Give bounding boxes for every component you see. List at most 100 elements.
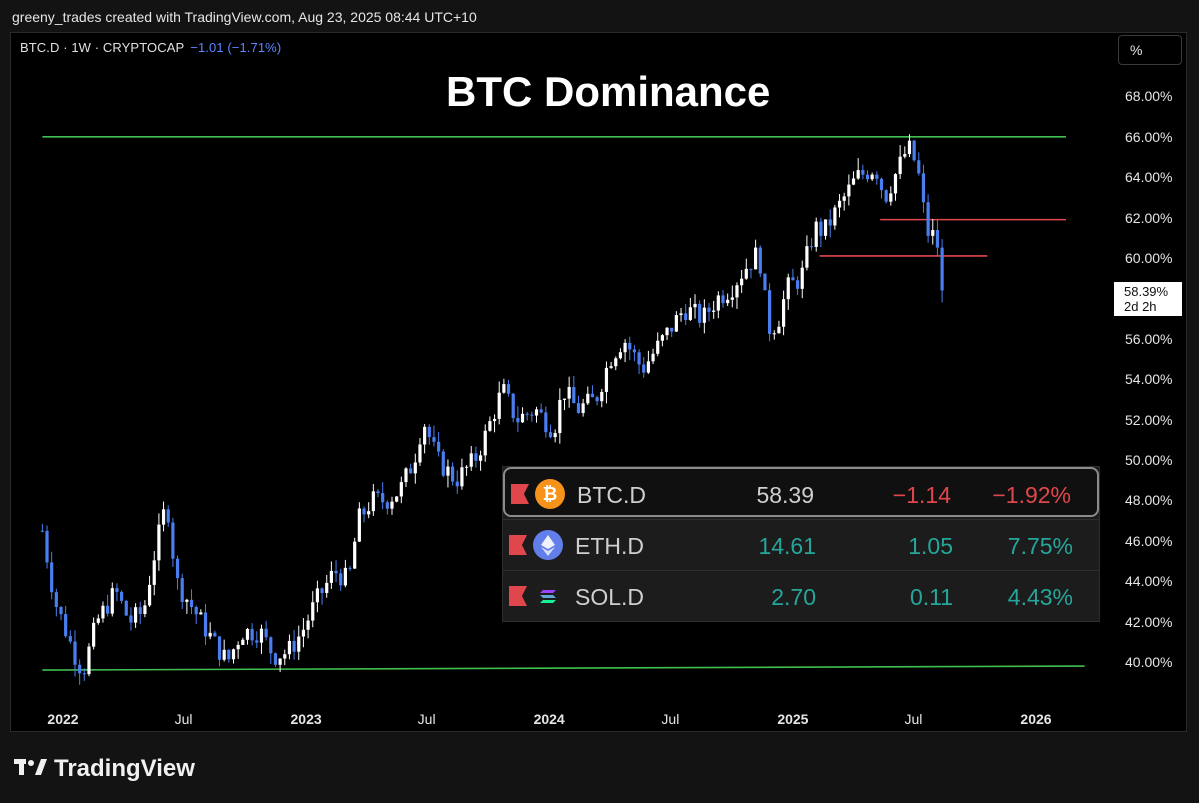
- watchlist-change-pct: 4.43%: [1007, 584, 1073, 610]
- candle-up: [856, 170, 860, 179]
- bar-countdown: 2d 2h: [1124, 299, 1157, 314]
- candle-down: [59, 606, 63, 615]
- candle-down: [381, 493, 385, 503]
- candle-down: [64, 614, 68, 637]
- chart-attribution: greeny_trades created with TradingView.c…: [12, 9, 477, 25]
- watchlist-row-eth[interactable]: ETH.D 14.61 1.05 7.75%: [503, 520, 1099, 570]
- candle-up: [553, 433, 557, 438]
- candle-up: [143, 605, 147, 614]
- candle-down: [525, 413, 529, 415]
- candle-down: [670, 327, 674, 332]
- candle-up: [357, 508, 361, 542]
- brand-name: TradingView: [54, 755, 195, 782]
- y-tick-label: 52.00%: [1125, 411, 1173, 428]
- watchlist-row-btc[interactable]: ₿ BTC.D 58.39 −1.14 −1.92%: [503, 467, 1099, 517]
- candle-up: [315, 588, 320, 603]
- candle-up: [133, 607, 138, 623]
- candle-up: [660, 335, 664, 341]
- candle-up: [390, 501, 394, 509]
- candle-down: [861, 170, 865, 175]
- candle-up: [702, 307, 706, 323]
- candle-up: [301, 629, 306, 637]
- candle-down: [264, 628, 268, 638]
- candle-up: [851, 178, 856, 185]
- watchlist-row-sol[interactable]: SOL.D 2.70 0.11 4.43%: [503, 571, 1099, 621]
- candle-up: [502, 384, 506, 393]
- watchlist-change: 1.05: [908, 533, 953, 559]
- candle-down: [213, 632, 217, 637]
- candle-down: [884, 190, 888, 202]
- watchlist-panel: ₿ BTC.D 58.39 −1.14 −1.92% ETH.D 14.61 1…: [502, 466, 1100, 622]
- flag-icon[interactable]: [509, 586, 527, 606]
- candle-up: [520, 413, 525, 423]
- candle-down: [73, 641, 77, 665]
- candle-down: [926, 202, 930, 236]
- candle-down: [628, 342, 632, 350]
- candle-up: [488, 421, 492, 431]
- candle-down: [124, 600, 128, 616]
- candle-down: [120, 591, 124, 601]
- candle-up: [87, 646, 91, 675]
- candle-up: [101, 605, 105, 619]
- watchlist-change: −1.14: [892, 482, 951, 508]
- candle-down: [768, 290, 772, 334]
- ethereum-icon: [533, 530, 563, 560]
- candle-down: [819, 221, 823, 236]
- candle-up: [805, 246, 809, 268]
- candle-down: [474, 453, 478, 461]
- percent-scale-button[interactable]: %: [1118, 35, 1182, 65]
- solana-icon: [533, 581, 563, 611]
- candle-up: [744, 268, 748, 279]
- candle-up: [814, 221, 818, 247]
- candle-down: [45, 530, 49, 563]
- candle-up: [674, 315, 678, 332]
- candle-up: [259, 628, 264, 643]
- candle-up: [497, 392, 501, 419]
- flag-icon[interactable]: [509, 535, 527, 555]
- y-tick-label: 48.00%: [1125, 492, 1173, 509]
- candle-up: [343, 567, 347, 586]
- candle-down: [572, 386, 576, 404]
- candle-down: [516, 418, 520, 423]
- candle-up: [395, 496, 399, 502]
- y-tick-label: 56.00%: [1125, 330, 1173, 347]
- candle-up: [754, 247, 758, 270]
- candle-down: [334, 570, 338, 574]
- x-tick-label: Jul: [417, 711, 436, 727]
- flag-icon[interactable]: [511, 484, 529, 504]
- candles: [40, 134, 944, 685]
- candle-down: [576, 403, 581, 414]
- watchlist-symbol: SOL.D: [575, 584, 645, 610]
- candle-down: [292, 640, 296, 652]
- candle-down: [217, 636, 222, 660]
- candle-down: [865, 174, 870, 180]
- candle-down: [437, 441, 441, 452]
- candle-down: [632, 349, 637, 353]
- candle-down: [180, 578, 184, 602]
- y-tick-label: 60.00%: [1125, 250, 1173, 266]
- candle-up: [781, 299, 786, 327]
- candle-down: [115, 588, 119, 592]
- candle-up: [730, 297, 734, 300]
- candle-down: [828, 219, 832, 226]
- y-tick-label: 68.00%: [1125, 88, 1173, 105]
- candle-up: [306, 620, 310, 630]
- candle-up: [353, 541, 357, 569]
- candle-down: [203, 612, 208, 637]
- candle-up: [609, 366, 613, 368]
- candle-up: [646, 361, 650, 373]
- candle-down: [795, 280, 800, 289]
- candle-up: [185, 599, 189, 602]
- y-tick-label: 54.00%: [1125, 371, 1173, 388]
- candle-down: [548, 432, 553, 438]
- candle-down: [432, 437, 436, 442]
- candle-down: [78, 664, 82, 674]
- last-price-value: 58.39%: [1124, 284, 1169, 299]
- horizontal-levels: [42, 136, 1085, 671]
- candle-up: [679, 313, 683, 316]
- candle-down: [171, 522, 175, 559]
- y-tick-label: 50.00%: [1125, 452, 1173, 468]
- candle-up: [492, 418, 497, 422]
- candle-up: [618, 352, 623, 359]
